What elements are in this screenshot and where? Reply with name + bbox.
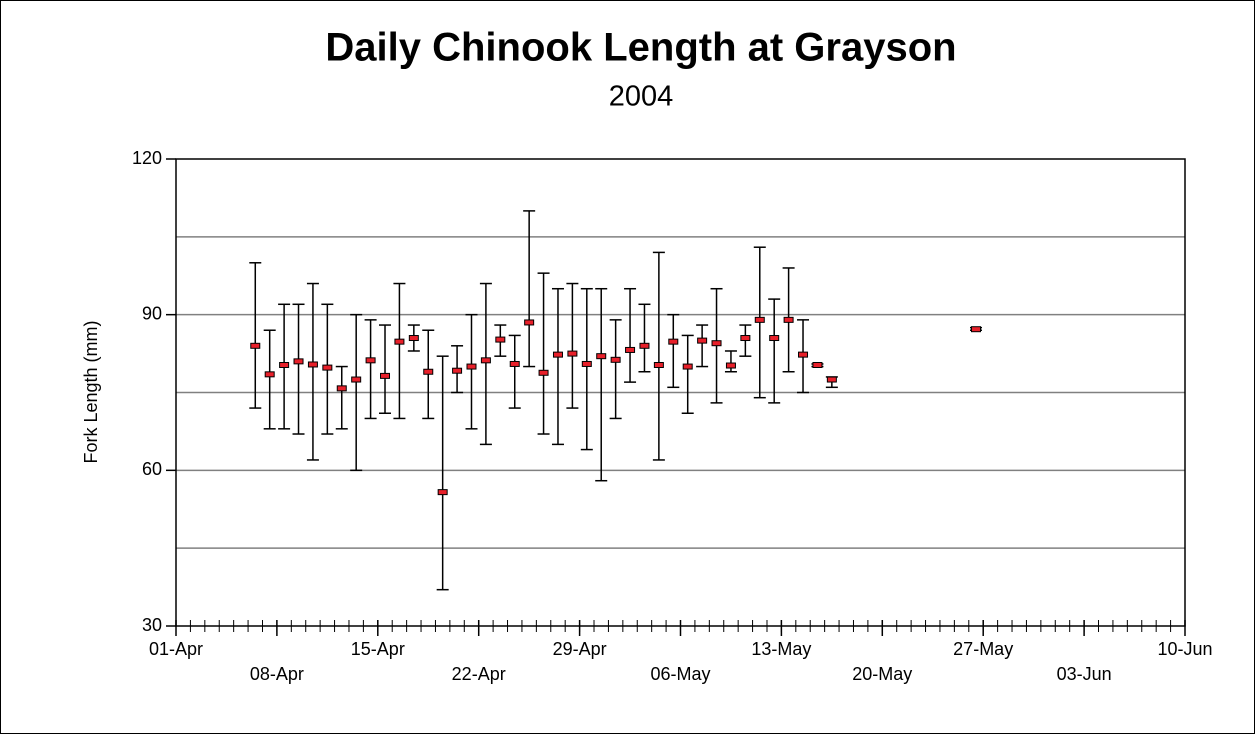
mean-marker	[336, 385, 347, 392]
y-axis-label: Fork Length (mm)	[81, 320, 101, 463]
x-tick-label: 03-Jun	[1057, 664, 1112, 684]
mean-marker	[754, 316, 765, 323]
mean-marker	[264, 371, 275, 378]
mean-marker	[783, 316, 794, 323]
mean-marker	[365, 357, 376, 364]
x-tick-label: 22-Apr	[452, 664, 506, 684]
mean-marker	[552, 351, 563, 358]
mean-marker	[725, 362, 736, 369]
mean-marker	[380, 372, 391, 379]
x-tick-label: 10-Jun	[1157, 639, 1212, 659]
mean-marker	[697, 337, 708, 344]
mean-marker	[524, 319, 535, 326]
x-tick-label: 29-Apr	[553, 639, 607, 659]
mean-marker	[351, 376, 362, 383]
mean-marker	[798, 351, 809, 358]
mean-marker	[250, 342, 261, 349]
mean-marker	[596, 353, 607, 360]
mean-marker	[625, 346, 636, 353]
mean-marker	[826, 376, 837, 383]
mean-marker	[394, 338, 405, 345]
mean-marker	[423, 368, 434, 375]
mean-marker	[740, 335, 751, 342]
mean-marker	[293, 358, 304, 365]
mean-marker	[610, 356, 621, 363]
mean-marker	[711, 340, 722, 347]
mean-marker	[538, 369, 549, 376]
x-tick-label: 01-Apr	[149, 639, 203, 659]
mean-marker	[466, 363, 477, 370]
y-tick-label: 90	[142, 303, 162, 323]
mean-marker	[653, 361, 664, 368]
mean-marker	[769, 335, 780, 342]
mean-marker	[408, 335, 419, 342]
mean-marker	[480, 357, 491, 364]
y-tick-label: 120	[132, 148, 162, 168]
mean-marker	[682, 363, 693, 370]
mean-marker	[495, 336, 506, 343]
x-tick-label: 06-May	[650, 664, 710, 684]
mean-marker	[509, 360, 520, 367]
chart-subtitle: 2004	[609, 81, 674, 113]
mean-marker	[567, 350, 578, 357]
mean-marker	[452, 367, 463, 374]
x-tick-label: 15-Apr	[351, 639, 405, 659]
y-tick-label: 30	[142, 615, 162, 635]
x-tick-label: 27-May	[953, 639, 1013, 659]
x-tick-label: 08-Apr	[250, 664, 304, 684]
mean-marker	[970, 326, 981, 333]
mean-marker	[668, 338, 679, 345]
chart-title: Daily Chinook Length at Grayson	[325, 26, 956, 70]
mean-marker	[437, 489, 448, 496]
mean-marker	[581, 360, 592, 367]
x-tick-label: 20-May	[852, 664, 912, 684]
mean-marker	[322, 364, 333, 371]
mean-marker	[279, 361, 290, 368]
mean-marker	[812, 361, 823, 368]
mean-marker	[639, 342, 650, 349]
x-tick-label: 13-May	[751, 639, 811, 659]
mean-marker	[307, 361, 318, 368]
y-tick-label: 60	[142, 459, 162, 479]
